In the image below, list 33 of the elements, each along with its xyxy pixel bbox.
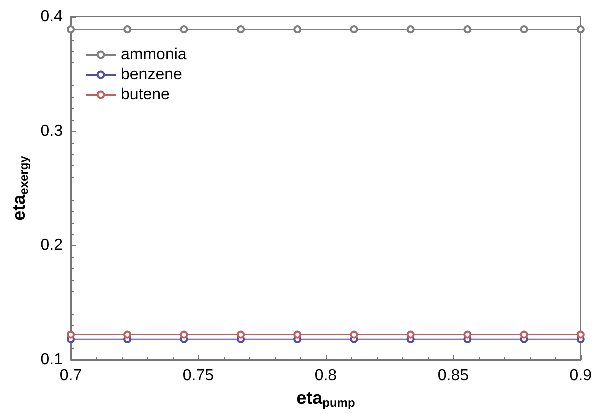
point: [237, 330, 246, 339]
x-tick-label: 0.9: [570, 368, 592, 384]
point: [180, 26, 188, 34]
point: [520, 26, 528, 34]
y-tick-label: 0.2: [40, 237, 64, 254]
point: [464, 26, 472, 34]
y-axis-title: etaexergy: [8, 156, 31, 221]
point: [67, 26, 75, 34]
x-tick-label: 0.7: [60, 368, 82, 384]
point: [294, 330, 302, 339]
x-tick-label: 0.8: [314, 368, 338, 384]
point: [67, 330, 75, 339]
legend-label: butene: [121, 86, 170, 104]
x-tick-label: 0.75: [182, 368, 214, 384]
y-tick-label: 0.3: [40, 122, 64, 140]
y-tick-label: 0.1: [40, 352, 64, 368]
legend-label: ammonia: [121, 46, 187, 64]
point: [294, 26, 302, 34]
point: [350, 330, 358, 339]
point: [520, 330, 528, 339]
y-tick-label: 0.4: [40, 8, 64, 26]
point: [576, 26, 585, 34]
point: [464, 330, 472, 339]
point: [406, 26, 415, 34]
legend-label: benzene: [121, 66, 182, 84]
point: [237, 26, 246, 34]
point: [350, 26, 358, 34]
point: [124, 330, 132, 339]
point: [406, 330, 415, 339]
point: [576, 330, 585, 339]
point: [180, 330, 188, 339]
x-tick-label: 0.85: [438, 368, 470, 384]
point: [124, 26, 132, 34]
